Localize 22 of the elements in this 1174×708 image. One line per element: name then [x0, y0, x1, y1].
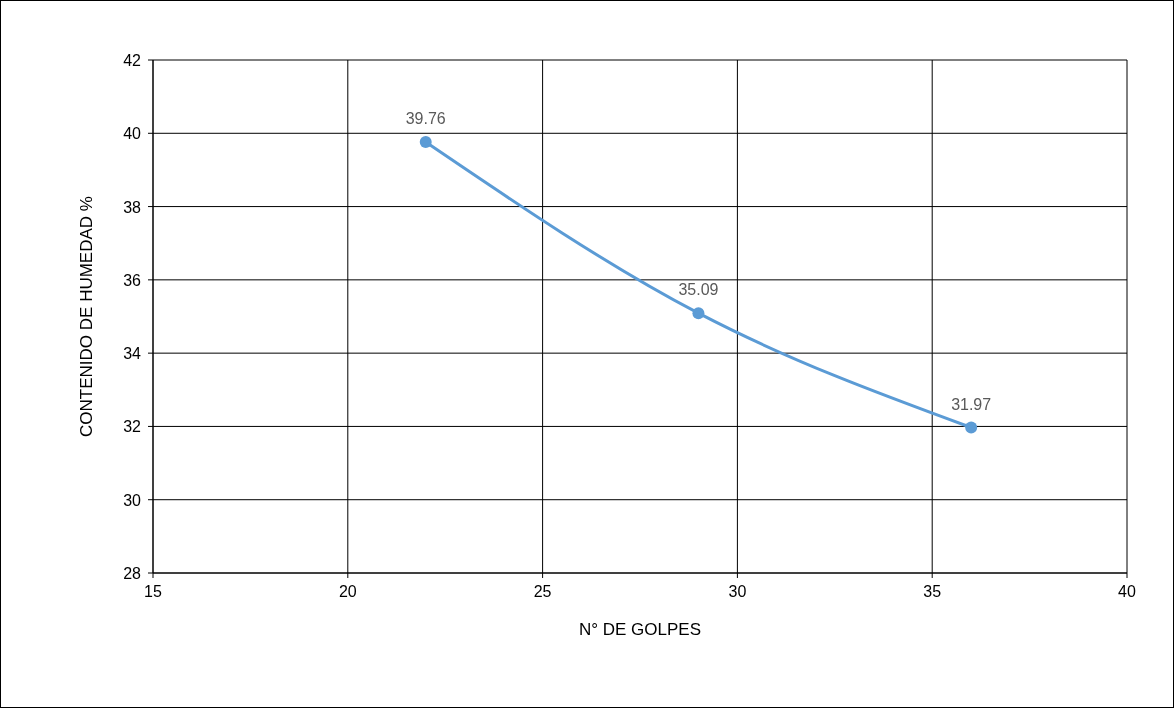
x-tick-label: 40 — [1118, 583, 1136, 600]
x-tick-label: 35 — [923, 583, 942, 600]
x-tick-label: 20 — [338, 583, 357, 600]
point — [419, 136, 432, 149]
y-tick-label: 36 — [123, 271, 142, 289]
y-tick-label: 32 — [123, 418, 142, 436]
y-tick-label: 40 — [123, 125, 142, 143]
x-tick-label: 25 — [533, 583, 552, 600]
data-label: 35.09 — [678, 281, 719, 299]
x-tick-label: 15 — [144, 583, 162, 600]
y-tick-label: 38 — [123, 198, 142, 216]
y-axis-title: CONTENIDO DE HUMEDAD % — [77, 196, 96, 437]
x-axis-title: N° DE GOLPES — [578, 620, 702, 639]
data-label: 31.97 — [951, 395, 992, 413]
x-tick-label: 30 — [728, 583, 747, 600]
point — [692, 307, 705, 320]
point — [965, 421, 978, 434]
y-tick-label: 30 — [123, 491, 142, 509]
y-tick-label: 42 — [123, 52, 142, 69]
data-label: 39.76 — [405, 110, 446, 128]
y-tick-label: 28 — [123, 565, 142, 582]
y-tick-label: 34 — [123, 345, 142, 363]
